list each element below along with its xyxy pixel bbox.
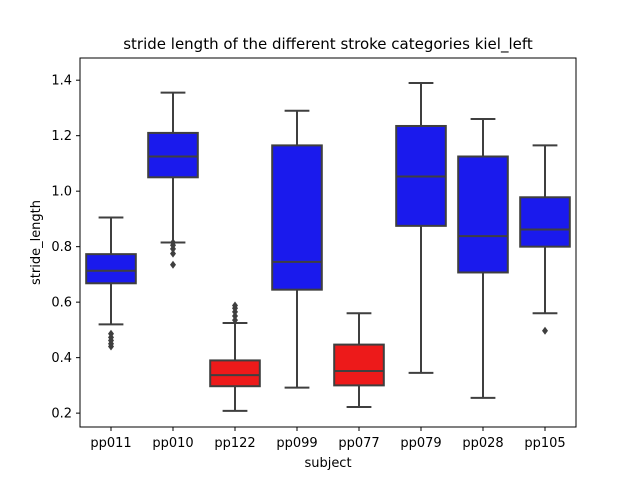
outlier-point <box>232 301 238 310</box>
box-pp011 <box>85 216 137 351</box>
x-tick-label: pp122 <box>214 436 255 451</box>
iqr-box <box>209 359 261 388</box>
outlier-point <box>232 316 238 325</box>
iqr-box <box>519 196 571 248</box>
plot-frame <box>79 57 577 428</box>
box-pp122 <box>209 301 261 412</box>
outlier-point <box>232 312 238 321</box>
y-tick-label: 0.2 <box>51 407 72 422</box>
x-tick-label: pp099 <box>276 436 317 451</box>
y-tick-label: 1.0 <box>51 185 72 200</box>
outlier-point <box>542 326 548 335</box>
y-tick-label: 0.8 <box>51 240 72 255</box>
box-pp077 <box>333 312 385 409</box>
x-tick-label: pp011 <box>90 436 131 451</box>
y-tick-label: 1.2 <box>51 129 72 144</box>
x-tick-label: pp010 <box>152 436 193 451</box>
y-axis-label: stride_length <box>29 200 44 285</box>
x-axis-label: subject <box>304 456 351 471</box>
box-pp079 <box>395 81 447 374</box>
box-pp099 <box>271 109 323 389</box>
box-pp105 <box>519 144 571 335</box>
y-tick-label: 0.6 <box>51 296 72 311</box>
outlier-point <box>170 260 176 269</box>
iqr-box <box>271 144 323 291</box>
y-tick-label: 0.4 <box>51 351 72 366</box>
box-pp010 <box>147 91 199 269</box>
box-pp028 <box>457 118 509 399</box>
iqr-box <box>457 155 509 274</box>
outlier-point <box>108 329 114 338</box>
outlier-point <box>170 238 176 247</box>
iqr-box <box>147 131 199 179</box>
plot-area <box>85 81 571 412</box>
y-tick-label: 1.4 <box>51 74 72 89</box>
chart-title: stride length of the different stroke ca… <box>123 35 533 54</box>
x-tick-label: pp028 <box>462 436 503 451</box>
x-tick-label: pp105 <box>524 436 565 451</box>
x-axis: pp011 pp010 pp122 pp099 pp077 pp079 pp028 pp105 <box>90 427 566 451</box>
iqr-box <box>85 253 137 285</box>
outlier-point <box>170 249 176 258</box>
iqr-box <box>333 343 385 387</box>
x-tick-label: pp077 <box>338 436 379 451</box>
y-axis: 0.2 0.4 0.6 0.8 1.0 1.2 1.4 <box>51 74 80 422</box>
x-tick-label: pp079 <box>400 436 441 451</box>
